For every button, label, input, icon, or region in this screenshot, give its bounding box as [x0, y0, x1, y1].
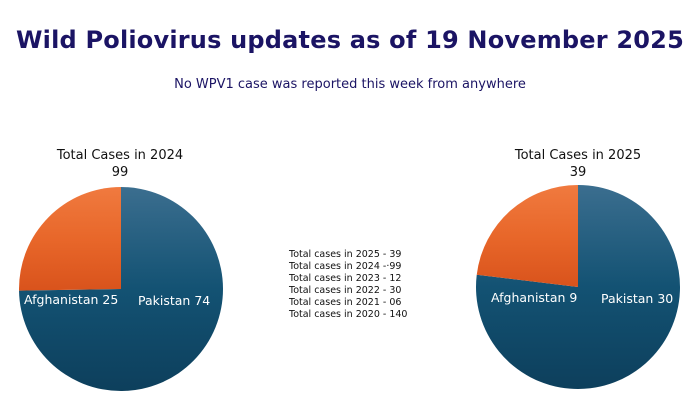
pie-2024-total: 99 — [111, 165, 129, 180]
pie-chart-2025: Pakistan 30 Afghanistan 9 — [476, 185, 680, 389]
slice-label-pakistan: Pakistan 30 — [601, 291, 673, 306]
page-title: Wild Poliovirus updates as of 19 Novembe… — [16, 26, 684, 54]
page-subtitle: No WPV1 case was reported this week from… — [174, 77, 526, 92]
slice-label-afghanistan: Afghanistan 9 — [491, 290, 577, 305]
pie-2025-total: 39 — [569, 165, 587, 180]
totals-list: Total cases in 2025 - 39 Total cases in … — [289, 249, 407, 322]
totals-list-item: Total cases in 2022 - 30 — [289, 285, 402, 297]
totals-list-item: Total cases in 2025 - 39 — [289, 249, 402, 260]
pie-2024-heading: Total Cases in 2024 99 — [30, 147, 210, 181]
totals-list-item: Total cases in 2024 -·99 — [289, 261, 402, 273]
pie-slice-afghanistan — [19, 187, 121, 291]
slice-label-pakistan: Pakistan 74 — [138, 293, 210, 308]
totals-list-item: Total cases in 2021 - 06 — [289, 297, 402, 309]
pie-slice-afghanistan — [476, 185, 578, 287]
pie-chart-2024: Pakistan 74 Afghanistan 25 — [19, 187, 224, 391]
pie-2024-title: Total Cases in 2024 — [56, 148, 184, 163]
pie-slice-pakistan — [19, 187, 224, 391]
pie-2025-title: Total Cases in 2025 — [514, 148, 642, 163]
slice-label-afghanistan: Afghanistan 25 — [24, 292, 118, 307]
totals-list-item: Total cases in 2020 - 140 — [289, 309, 408, 321]
pie-2025-heading: Total Cases in 2025 39 — [488, 147, 668, 181]
totals-list-item: Total cases in 2023 - 12 — [289, 273, 402, 285]
